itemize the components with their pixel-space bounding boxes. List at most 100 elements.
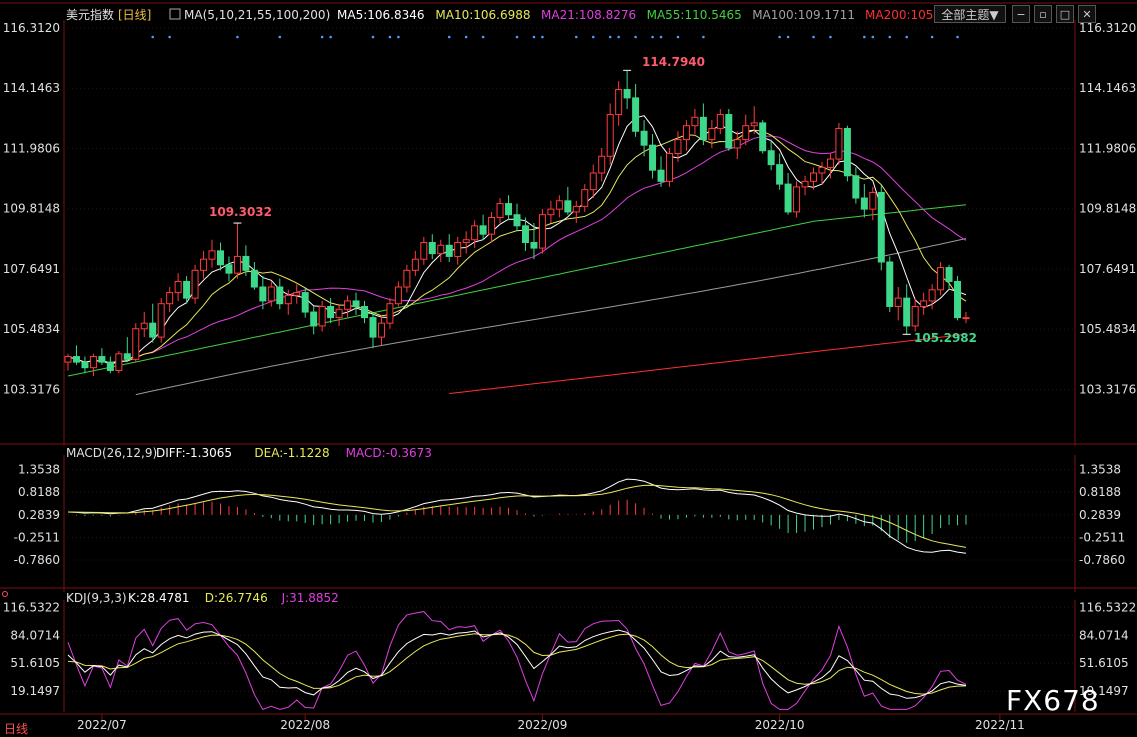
candle-body [937, 267, 945, 291]
candle [682, 120, 690, 151]
theme-dropdown-button[interactable]: 全部主题▼ [934, 5, 1006, 23]
minus-icon[interactable]: − [1012, 5, 1030, 23]
candle [945, 264, 953, 290]
signal-dot [320, 35, 324, 39]
candle-body [225, 264, 233, 274]
candle-body [767, 150, 775, 166]
annotation-high1: 109.3032 [209, 205, 272, 219]
candle-body [488, 216, 496, 235]
candle [928, 284, 936, 310]
y-tick-label-right: -0.7860 [1079, 553, 1125, 567]
candle [572, 200, 580, 224]
macd-label: MACD(26,12,9) [66, 446, 157, 460]
signal-dot [888, 35, 892, 39]
y-tick-label-left: 116.5322 [3, 600, 60, 614]
candle [132, 323, 140, 363]
candle-body [928, 289, 936, 302]
candle [869, 186, 877, 221]
candle [911, 298, 919, 332]
candle-body [259, 286, 267, 302]
candle [386, 298, 394, 329]
candle [954, 275, 962, 321]
signal-dot [634, 35, 637, 39]
signal-dot [863, 35, 866, 39]
signal-dot [447, 35, 451, 39]
period-tab-daily[interactable]: 日线 [4, 722, 29, 736]
candle-body [505, 203, 513, 216]
candle [555, 195, 563, 218]
y-tick-label-left: 116.3120 [3, 21, 60, 35]
y-tick-label-right: 84.0714 [1079, 628, 1129, 642]
candle [157, 298, 165, 343]
candle-body [877, 191, 885, 263]
candle-body [793, 186, 801, 213]
y-tick-label-right: 0.2839 [1079, 508, 1121, 522]
y-tick-label-left: 105.4834 [3, 322, 60, 336]
signal-dot [371, 35, 375, 39]
signal-dot [481, 35, 485, 39]
candle [623, 70, 631, 110]
candle [818, 161, 826, 185]
candle [759, 120, 767, 154]
candle [445, 234, 453, 262]
macd-panel [67, 478, 967, 554]
candle-body [920, 300, 928, 307]
candle [488, 211, 496, 243]
candle [640, 120, 648, 157]
candle [843, 125, 851, 182]
candle-body [945, 267, 953, 282]
candle-body [462, 239, 470, 244]
candle-body [242, 255, 250, 271]
candle-body [750, 122, 758, 127]
candle-body [572, 205, 580, 213]
y-tick-label-right: 111.9806 [1079, 141, 1136, 155]
watermark-logo: FX678 [1006, 684, 1100, 717]
candle-body [776, 164, 784, 185]
candle [394, 281, 402, 307]
signal-dot [464, 35, 468, 39]
candle [318, 300, 326, 332]
candle [784, 172, 792, 215]
y-tick-label-left: 84.0714 [10, 628, 60, 642]
signal-dot [659, 35, 663, 39]
indicator-value: J:31.8852 [281, 591, 339, 605]
signal-dot [168, 35, 171, 39]
signal-dot [397, 35, 400, 39]
candle [530, 223, 538, 260]
candle-body [216, 250, 224, 266]
x-tick-label: 2022/11 [975, 718, 1025, 732]
candle [513, 203, 521, 232]
candle-body [166, 292, 174, 305]
candle-body [208, 250, 216, 260]
candle [428, 234, 436, 260]
signal-dot [786, 35, 790, 39]
candle-body [894, 297, 902, 307]
candle-body [708, 127, 716, 141]
candle-body [615, 89, 623, 116]
candle [310, 306, 318, 335]
candle-body [81, 361, 89, 369]
candle [920, 292, 928, 315]
candle [615, 81, 623, 126]
candle [216, 242, 224, 271]
close-icon[interactable]: ✕ [1078, 5, 1096, 23]
signal-dot [812, 35, 815, 39]
candle [674, 131, 682, 162]
candle-body [394, 286, 402, 305]
candle [293, 284, 301, 304]
candle [598, 147, 606, 182]
candle-body [123, 353, 131, 360]
maximize-icon[interactable]: □ [1056, 5, 1074, 23]
signal-dot [151, 35, 155, 39]
kdj-marker-icon [2, 591, 8, 597]
candle-body [361, 305, 369, 319]
restore-icon[interactable]: ▫ [1034, 5, 1052, 23]
signal-dot [871, 35, 875, 39]
candle-body [784, 183, 792, 213]
candle-body [725, 114, 733, 149]
candle-body [674, 139, 682, 155]
candle [852, 167, 860, 204]
y-tick-label-right: -0.2511 [1079, 530, 1125, 544]
y-tick-label-left: 0.2839 [18, 508, 60, 522]
